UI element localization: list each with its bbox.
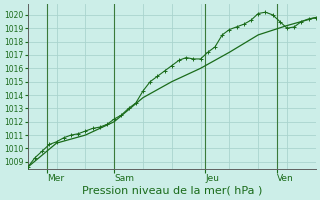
X-axis label: Pression niveau de la mer( hPa ): Pression niveau de la mer( hPa ) — [82, 186, 262, 196]
